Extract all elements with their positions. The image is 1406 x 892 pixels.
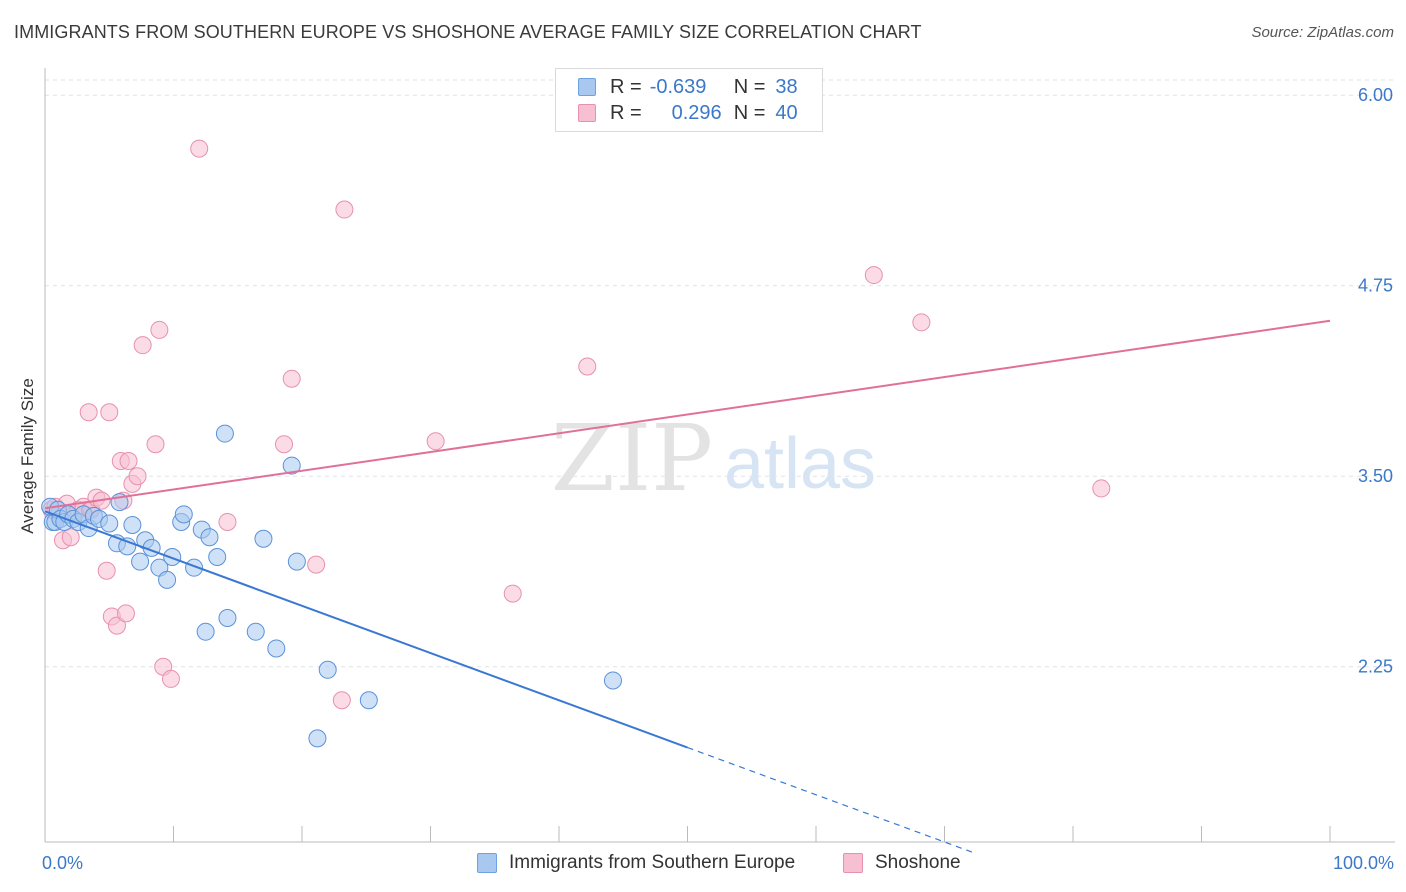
y-axis-label: Average Family Size bbox=[18, 378, 37, 534]
legend-row-pink: R = 0.296 N = 40 bbox=[578, 100, 798, 126]
x-tick-label: 100.0% bbox=[1333, 853, 1394, 873]
legend-item-shoshone: Shoshone bbox=[843, 852, 961, 874]
legend-label-southern-europe: Immigrants from Southern Europe bbox=[509, 852, 796, 873]
trendlines bbox=[44, 319, 1331, 855]
axes bbox=[44, 68, 1395, 843]
southern-europe-point bbox=[100, 514, 119, 533]
shoshone-point bbox=[282, 369, 301, 388]
r-value: -0.639 bbox=[649, 75, 707, 98]
legend-item-southern-europe: Immigrants from Southern Europe bbox=[477, 852, 795, 874]
shoshone-point bbox=[864, 266, 883, 285]
watermark: ZIP atlas bbox=[551, 405, 876, 512]
shoshone-point bbox=[161, 669, 180, 688]
shoshone-point bbox=[146, 435, 165, 454]
shoshone-point bbox=[61, 528, 80, 547]
southern-europe-point bbox=[123, 516, 142, 535]
shoshone-point bbox=[119, 452, 138, 470]
southern-europe-point bbox=[318, 660, 337, 679]
n-label: N = bbox=[733, 101, 766, 124]
y-tick-label: 6.00 bbox=[1358, 85, 1393, 105]
shoshone-point bbox=[218, 512, 237, 531]
shoshone-point bbox=[79, 403, 98, 422]
shoshone-point bbox=[578, 357, 597, 376]
southern-europe-point bbox=[359, 691, 378, 710]
legend-swatch-blue bbox=[578, 78, 596, 96]
legend-swatch-blue bbox=[477, 853, 497, 873]
correlation-legend: R = -0.639 N = 38 R = 0.296 N = 40 bbox=[555, 68, 823, 132]
southern-europe-point bbox=[200, 528, 219, 547]
n-value: 40 bbox=[775, 101, 798, 124]
shoshone-point bbox=[100, 403, 119, 422]
southern-europe-point bbox=[185, 558, 204, 577]
shoshone-point bbox=[133, 336, 152, 355]
gridlines bbox=[45, 79, 1395, 668]
legend-swatch-pink bbox=[843, 853, 863, 873]
southern-europe-point bbox=[246, 622, 265, 641]
watermark-zip: ZIP bbox=[551, 405, 713, 512]
southern-europe-points bbox=[41, 424, 622, 748]
y-tick-label: 2.25 bbox=[1358, 657, 1393, 677]
southern-europe-trendline-extension bbox=[687, 746, 977, 855]
shoshone-point bbox=[107, 616, 126, 635]
shoshone-trendline bbox=[44, 319, 1331, 510]
shoshone-point bbox=[275, 435, 294, 454]
legend-label-shoshone: Shoshone bbox=[875, 852, 961, 873]
y-tick-label: 3.50 bbox=[1358, 466, 1393, 486]
shoshone-point bbox=[912, 313, 931, 332]
shoshone-point bbox=[332, 691, 351, 710]
southern-europe-point bbox=[267, 639, 286, 658]
r-label: R = bbox=[610, 101, 642, 124]
shoshone-point bbox=[190, 139, 209, 158]
southern-europe-point bbox=[215, 424, 234, 443]
shoshone-point bbox=[116, 604, 135, 623]
shoshone-point bbox=[97, 561, 116, 580]
southern-europe-point bbox=[174, 505, 193, 524]
southern-europe-point bbox=[282, 456, 301, 475]
southern-europe-point bbox=[196, 622, 215, 641]
southern-europe-point bbox=[308, 729, 327, 748]
chart-title: IMMIGRANTS FROM SOUTHERN EUROPE VS SHOSH… bbox=[14, 22, 922, 42]
southern-europe-point bbox=[208, 548, 227, 567]
shoshone-point bbox=[503, 584, 522, 603]
shoshone-point bbox=[128, 467, 147, 486]
legend-row-blue: R = -0.639 N = 38 bbox=[578, 74, 798, 100]
r-value: 0.296 bbox=[671, 101, 722, 124]
southern-europe-trendline bbox=[44, 510, 688, 749]
watermark-atlas: atlas bbox=[724, 424, 876, 504]
shoshone-point bbox=[150, 320, 169, 339]
southern-europe-point bbox=[218, 608, 237, 627]
shoshone-point bbox=[1092, 479, 1111, 498]
southern-europe-point bbox=[603, 671, 622, 690]
southern-europe-point bbox=[287, 552, 306, 571]
shoshone-point bbox=[307, 555, 326, 574]
shoshone-point bbox=[335, 200, 354, 219]
legend-swatch-pink bbox=[578, 104, 596, 122]
y-tick-label: 4.75 bbox=[1358, 276, 1393, 296]
n-label: N = bbox=[733, 75, 766, 98]
tick-labels: 2.25 3.50 4.75 6.00 0.0% 100.0% bbox=[42, 85, 1394, 873]
n-value: 38 bbox=[775, 75, 798, 98]
x-tick-label: 0.0% bbox=[42, 853, 83, 873]
source-credit: Source: ZipAtlas.com bbox=[1251, 24, 1394, 41]
southern-europe-point bbox=[158, 570, 177, 589]
southern-europe-point bbox=[254, 529, 273, 548]
shoshone-point bbox=[426, 432, 445, 451]
r-label: R = bbox=[610, 75, 642, 98]
southern-europe-point bbox=[131, 552, 150, 571]
